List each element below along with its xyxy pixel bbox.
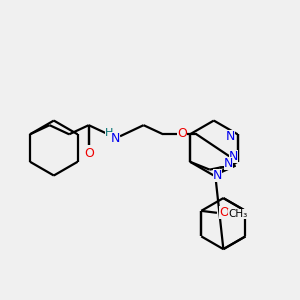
Text: N: N <box>110 132 120 145</box>
Text: N: N <box>226 130 236 143</box>
Text: O: O <box>84 147 94 160</box>
Text: O: O <box>177 127 187 140</box>
Text: N: N <box>213 169 222 182</box>
Text: N: N <box>224 157 233 170</box>
Text: H: H <box>105 128 113 138</box>
Text: CH₃: CH₃ <box>228 209 247 219</box>
Text: N: N <box>229 150 238 164</box>
Text: O: O <box>219 206 229 219</box>
